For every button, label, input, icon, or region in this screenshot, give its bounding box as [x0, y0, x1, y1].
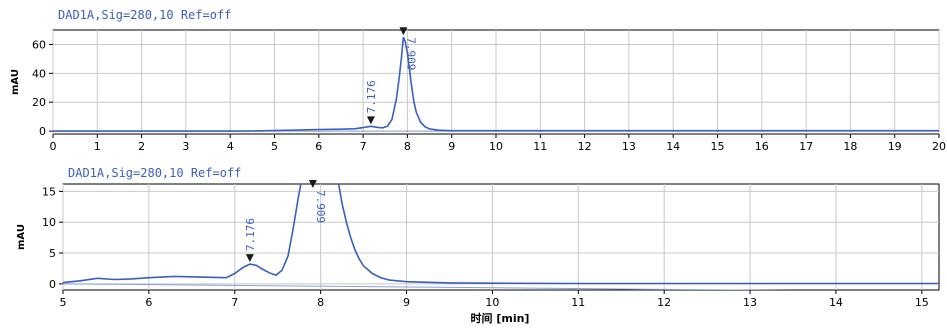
x-tick-label: 11	[533, 140, 547, 153]
y-tick-label: 20	[32, 96, 46, 109]
x-axis-label: 时间 [min]	[471, 311, 530, 325]
y-tick-label: 0	[39, 125, 46, 138]
integration-baseline	[63, 283, 792, 290]
x-tick-label: 7	[360, 140, 367, 153]
x-tick-label: 14	[666, 140, 680, 153]
x-tick-label: 12	[578, 140, 592, 153]
y-tick-label: 60	[32, 38, 46, 51]
x-tick-label: 8	[404, 140, 411, 153]
x-tick-label: 8	[317, 296, 324, 309]
x-tick-label: 17	[799, 140, 813, 153]
peak-rt-label: 7.176	[244, 218, 257, 251]
x-tick-label: 18	[843, 140, 857, 153]
x-tick-label: 3	[182, 140, 189, 153]
peak-rt-label: 7.909	[404, 37, 417, 70]
peak-marker	[245, 254, 254, 263]
y-tick-label: 5	[49, 247, 56, 260]
y-tick-labels: 0 5 10 15	[42, 185, 56, 290]
peak-rt-label: 7.909	[314, 190, 327, 223]
x-tick-labels: 5 6 7 8 9 10 11 12 13 14 15	[60, 296, 929, 309]
signal-traces	[53, 36, 939, 132]
x-tick-label: 0	[50, 140, 57, 153]
x-tick-label: 14	[829, 296, 843, 309]
x-tick-label: 4	[227, 140, 234, 153]
x-tick-label: 10	[485, 296, 499, 309]
x-tick-label: 19	[888, 140, 902, 153]
signal-traces	[63, 184, 939, 290]
panel-title: DAD1A,Sig=280,10 Ref=off	[58, 8, 231, 22]
x-tick-label: 5	[271, 140, 278, 153]
signal-trace	[63, 184, 939, 285]
x-tick-label: 13	[743, 296, 757, 309]
signal-trace	[53, 36, 939, 132]
x-tick-label: 11	[571, 296, 585, 309]
peak-marker	[399, 27, 408, 36]
peak-marker	[366, 116, 375, 125]
x-tick-label: 2	[138, 140, 145, 153]
x-tick-label: 6	[315, 140, 322, 153]
peak-annotations: 7.176 7.909	[365, 27, 417, 125]
y-tick-label: 10	[42, 216, 56, 229]
x-tick-label: 6	[145, 296, 152, 309]
plot-frame	[62, 183, 940, 291]
y-tick-label: 0	[49, 278, 56, 291]
x-tick-label: 20	[932, 140, 946, 153]
x-tick-label: 15	[915, 296, 929, 309]
panel-title: DAD1A,Sig=280,10 Ref=off	[68, 166, 241, 180]
y-tick-label: 15	[42, 185, 56, 198]
x-tick-label: 1	[94, 140, 101, 153]
x-tick-label: 9	[403, 296, 410, 309]
x-tick-label: 12	[657, 296, 671, 309]
peak-annotations: 7.176 7.909	[244, 180, 327, 263]
y-axis-label: mAU	[16, 224, 27, 250]
x-tick-label: 7	[231, 296, 238, 309]
peak-marker	[308, 180, 317, 188]
y-tick-label: 40	[32, 67, 46, 80]
y-axis-label: mAU	[10, 69, 21, 95]
x-tick-label: 15	[711, 140, 725, 153]
x-tick-label: 5	[60, 296, 67, 309]
peak-rt-label: 7.176	[365, 80, 378, 113]
x-tick-label: 13	[622, 140, 636, 153]
x-tick-labels: 0 1 2 3 4 5 6 7 8 9 10 11 12 13 14 15 16 17 18 19 20	[50, 140, 947, 153]
x-tick-label: 10	[489, 140, 503, 153]
chromatogram-panel-zoom: DAD1A,Sig=280,10 Ref=off mAU 时间 [min] 5 6…	[16, 166, 940, 325]
x-tick-label: 16	[755, 140, 769, 153]
x-tick-label: 9	[448, 140, 455, 153]
y-tick-labels: 0 20 40 60	[32, 38, 46, 138]
